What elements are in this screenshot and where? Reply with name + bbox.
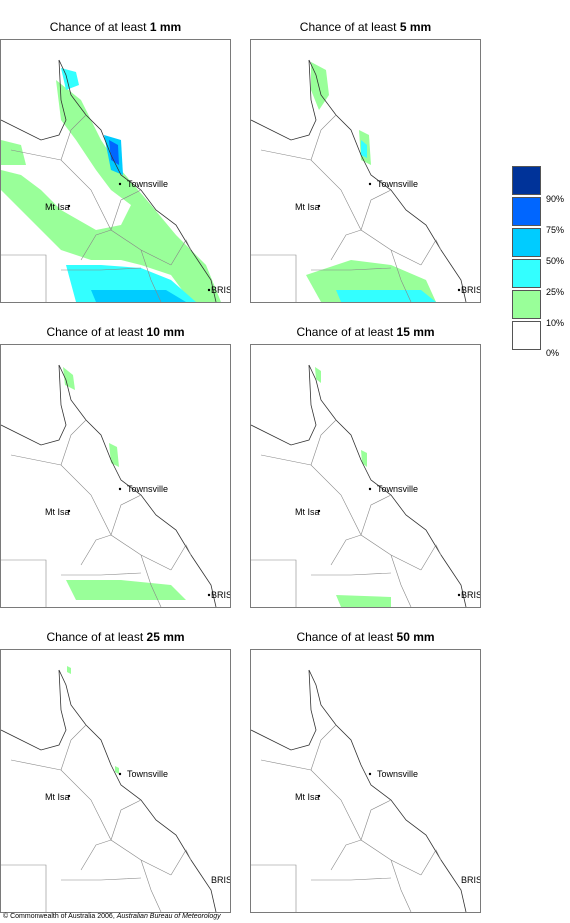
probability-legend: 90% 75% 50% 25% 10% 0% [512,166,570,358]
legend-swatch-90 [512,166,541,195]
legend-swatch-50 [512,228,541,257]
legend-swatch-25 [512,259,541,288]
rain-overlay [1,68,221,302]
townsville-label: Townsville [377,484,419,494]
map-frame: Townsville Mt Isa BRIS [250,39,481,303]
panel-title: Chance of at least 15 mm [296,325,435,339]
queensland-map [251,364,467,607]
panel-title: Chance of at least 50 mm [296,630,435,644]
rain-overlay [306,62,436,302]
district-boundaries [1,114,192,302]
townsville-label: Townsville [377,179,419,189]
coastline [1,59,217,302]
rain-overlay [67,666,119,774]
townsville-label: Townsville [127,769,169,779]
queensland-map [1,59,221,302]
mt-isa-label: Mt Isa [45,507,70,517]
copyright-notice: © Commonwealth of Australia 2006, Austra… [3,913,221,920]
queensland-map [251,59,467,302]
queensland-map [1,364,217,607]
mt-isa-label: Mt Isa [295,792,320,802]
brisbane-label: BRIS [461,590,481,600]
map-frame: Townsville Mt Isa BRIS [0,39,231,303]
legend-label: 90% [546,194,565,204]
brisbane-label: BRIS [211,875,231,885]
panel-title: Chance of at least 10 mm [46,325,185,339]
legend-swatch-0 [512,321,541,350]
legend-label: 10% [546,318,565,328]
brisbane-label: BRIS [461,875,481,885]
rain-overlay [315,367,391,607]
map-frame: Townsville Mt Isa BRIS [250,344,481,608]
legend-label: 50% [546,256,565,266]
mt-isa-label: Mt Isa [45,792,70,802]
townsville-label: Townsville [377,769,419,779]
legend-label: 0% [546,348,560,358]
legend-label: 75% [546,225,565,235]
queensland-map [1,666,217,912]
mt-isa-label: Mt Isa [295,507,320,517]
map-frame: Townsville Mt Isa BRIS [0,649,231,913]
panel-title: Chance of at least 25 mm [46,630,185,644]
map-frame: Townsville Mt Isa BRIS [250,649,481,913]
brisbane-label: BRIS [211,590,231,600]
townsville-label: Townsville [127,484,169,494]
brisbane-label: BRIS [461,285,481,295]
queensland-map [251,669,467,912]
panel-title: Chance of at least 1 mm [49,20,182,34]
townsville-label: Townsville [127,179,169,189]
mt-isa-label: Mt Isa [45,202,70,212]
legend-label: 25% [546,287,565,297]
legend-swatch-75 [512,197,541,226]
mt-isa-label: Mt Isa [295,202,320,212]
legend-swatch-10 [512,290,541,319]
map-frame: Townsville Mt Isa BRIS [0,344,231,608]
brisbane-label: BRIS [211,285,231,295]
panel-title: Chance of at least 5 mm [299,20,432,34]
